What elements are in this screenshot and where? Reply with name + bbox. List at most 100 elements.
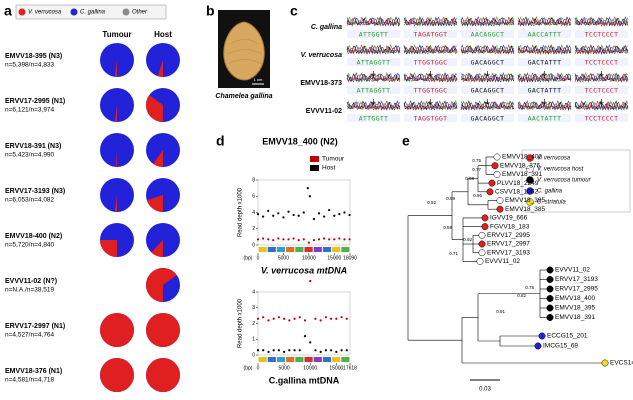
gene-block [286, 247, 295, 252]
sequence-band [347, 86, 400, 94]
sample-name: ERVV17-2997 (N1) [5, 323, 65, 330]
read-depth-point [288, 349, 291, 352]
read-depth-point [267, 319, 270, 322]
sequence-band [347, 58, 400, 66]
read-depth-point [256, 349, 260, 352]
chromatogram-trace [460, 44, 515, 55]
y-tick-label: 6 [252, 194, 255, 200]
sequence: ATTGGTT [359, 31, 389, 39]
pie-slice [114, 195, 117, 212]
leaf-dot [481, 214, 489, 222]
leaf-dot [546, 276, 554, 283]
leaf-label: PLVV18_2249 [497, 180, 539, 187]
sequence: AACCATTT [528, 31, 562, 39]
y-tick-label: 0 [252, 242, 255, 248]
legend-swatch [310, 156, 319, 162]
pie-slice [100, 240, 117, 257]
read-depth-point [282, 216, 285, 219]
leaf-dot [546, 266, 554, 274]
sequence-band [461, 58, 514, 66]
leaf-label: EMVV18_395 [555, 305, 595, 312]
panel-letter: b [206, 3, 215, 19]
sequence-band [404, 86, 457, 94]
gene-block [295, 357, 304, 362]
read-depth-point [324, 316, 327, 319]
chromatogram-trace [574, 16, 629, 27]
x-tick-label: 15000 [329, 365, 343, 371]
read-depth-point [330, 317, 333, 320]
legend-dot [526, 165, 534, 173]
legend-label: C. gallina [80, 10, 106, 16]
chromatogram-trace [460, 72, 515, 83]
read-depth-point [302, 238, 305, 241]
chromatogram-trace [460, 16, 515, 27]
leaf-dot [491, 162, 499, 170]
leaf-dot [601, 359, 609, 367]
read-depth-point [288, 319, 291, 322]
x-tick-label: 17618 [343, 365, 357, 371]
gene-block [258, 247, 267, 252]
leaf-label: ERVV17_2997 [487, 241, 530, 248]
read-depth-point [306, 187, 309, 190]
chromatogram-trace [460, 45, 515, 55]
sequence: TAGGTGGT [414, 115, 448, 123]
legend-dot [526, 154, 534, 162]
leaf-label: EMVV18_400 [502, 154, 542, 161]
shell-ridges [227, 39, 263, 65]
leaf-label: EMVV18_391 [555, 314, 595, 321]
read-depth-point [303, 319, 307, 322]
read-depth-point [308, 195, 311, 198]
legend-swatch [310, 165, 319, 171]
sequence: GACAGGCT [471, 59, 505, 67]
leaf-dot [478, 249, 486, 257]
read-depth-point [287, 210, 290, 213]
pie-slice [146, 195, 163, 212]
leaf-dot [478, 231, 486, 239]
sequence-band [461, 114, 514, 122]
read-depth-point [333, 214, 336, 217]
chromatogram-trace [574, 45, 629, 55]
gene-block [341, 247, 350, 252]
chromatogram-trace [403, 16, 458, 27]
y-tick-label: 4 [252, 289, 255, 295]
read-depth-point [323, 237, 326, 240]
leaf-label: ECCG15_201 [547, 333, 588, 340]
panel-letter: c [290, 3, 298, 19]
x-tick-label: 0 [257, 255, 260, 261]
support-value: 0.82 [517, 293, 526, 298]
chromatogram-trace [346, 44, 401, 55]
y-tick-label: 0 [252, 352, 255, 358]
read-depth-point [340, 316, 343, 319]
chromatogram-trace [517, 16, 572, 27]
gene-block [286, 357, 295, 362]
sample-name: EMVV18-400 (N2) [5, 233, 62, 240]
shell-caption: Chamelea gallina [215, 93, 272, 100]
read-depth-point [309, 279, 312, 283]
pie-slice [114, 60, 117, 77]
x-tick-label: 15000 [327, 255, 341, 261]
leaf-label: FGVV18_183 [490, 223, 530, 230]
panel-letter: d [216, 133, 225, 149]
sample-name: ERVV18-391 (N3) [5, 143, 61, 150]
read-depth-point [287, 238, 290, 241]
panel-letter: e [402, 133, 410, 149]
read-depth-point [335, 350, 338, 353]
leaf-dot [538, 332, 546, 340]
support-value: 0.77 [472, 167, 481, 172]
legend-dot [18, 8, 26, 16]
column-header: Tumour [102, 30, 131, 39]
read-depth-point [345, 349, 348, 352]
sequence-band [575, 86, 628, 94]
read-depth-point [335, 317, 338, 320]
leaf-label: ERVV17_3193 [555, 276, 598, 283]
x-tick-label: 5000 [278, 255, 289, 261]
sample-name: EMVV18-395 (N3) [5, 53, 62, 60]
y-axis-label: Read depth x1000 [238, 298, 244, 348]
sequence-band [347, 114, 400, 122]
gene-block [313, 247, 322, 252]
sample-counts: n=5,423/n=4,990 [5, 152, 55, 159]
y-tick-label: 1 [252, 337, 255, 343]
sequence-band [404, 58, 457, 66]
leaf-dot [486, 188, 494, 196]
read-depth-point [261, 237, 265, 240]
